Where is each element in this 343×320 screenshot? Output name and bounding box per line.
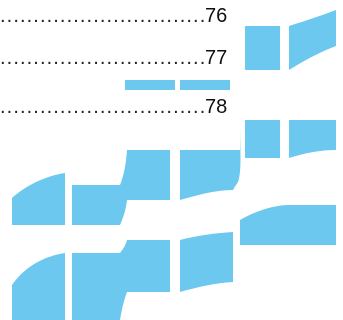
toc-page-number: 78 [205, 96, 228, 118]
wave-tile [289, 10, 336, 70]
toc-leader-dots: ........................................… [0, 47, 205, 69]
wave-tile [180, 80, 230, 90]
wave-tile [245, 26, 280, 70]
wave-tile [72, 185, 120, 225]
wave-tile [125, 80, 175, 90]
wave-tile [240, 205, 289, 245]
wave-tile [245, 120, 280, 158]
wave-tile [127, 240, 170, 292]
toc-leader-dots: ........................................… [0, 96, 205, 118]
wave-tile [289, 205, 336, 245]
toc-page-number: 77 [205, 47, 228, 69]
wave-tile [180, 232, 233, 292]
toc-leader-dots: ........................................… [0, 5, 205, 27]
wave-tile [72, 253, 120, 320]
wave-tile [12, 253, 65, 320]
wave-tile [127, 150, 170, 200]
toc-entry[interactable]: ........................................… [0, 95, 250, 119]
wave-tile [180, 150, 233, 200]
toc-entry[interactable]: ........................................… [0, 46, 250, 70]
toc-page-number: 76 [205, 5, 228, 27]
wave-tile [289, 120, 336, 158]
wave-tile [120, 240, 127, 320]
wave-tile [12, 173, 65, 225]
wave-tile [120, 150, 127, 225]
toc-entry[interactable]: ........................................… [0, 4, 250, 28]
wave-tile [233, 125, 241, 190]
